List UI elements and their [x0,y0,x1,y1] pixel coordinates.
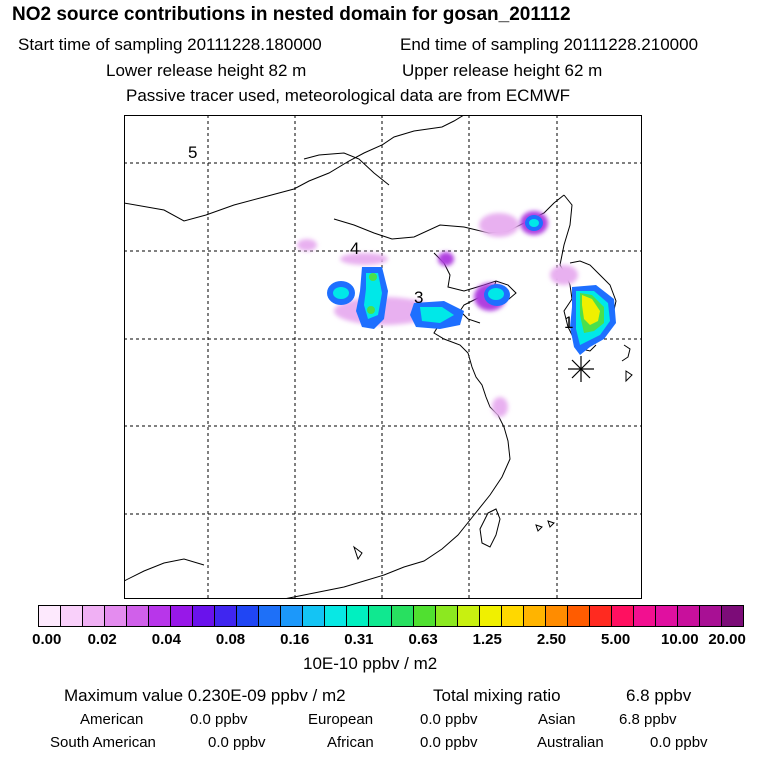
color-scale-cell [391,606,414,626]
color-scale-cell [303,606,326,626]
region-label-5: 5 [188,143,197,162]
color-scale-cell [105,606,128,626]
color-scale-cell [567,606,590,626]
color-scale-cell [193,606,216,626]
color-scale-tick-label: 20.00 [708,631,746,648]
color-scale-cell [127,606,150,626]
color-scale-tick-label: 0.00 [32,631,62,648]
region-australian-value: 0.0 ppbv [650,734,708,751]
color-scale-cell [347,606,370,626]
color-scale-cell [677,606,700,626]
end-time-label: End time of sampling 20111228.210000 [400,35,699,54]
color-scale-cell [435,606,458,626]
map-grid [124,115,642,599]
color-scale-unit: 10E-10 ppbv / m2 [303,654,438,673]
region-european-value: 0.0 ppbv [420,711,478,728]
color-scale-tick-label: 0.16 [280,631,310,648]
region-south-american-value: 0.0 ppbv [208,734,266,751]
region-label-4: 4 [350,239,359,258]
color-scale-cell [83,606,106,626]
color-scale-cell [259,606,282,626]
color-scale-tick-label: 5.00 [601,631,631,648]
color-scale-cell [633,606,656,626]
tracer-note: Passive tracer used, meteorological data… [126,86,571,105]
color-scale-cell [325,606,348,626]
color-scale-cell [479,606,502,626]
plot-title: NO2 source contributions in nested domai… [12,4,571,25]
total-mixing-label: Total mixing ratio [433,686,561,705]
color-scale-cell [237,606,260,626]
region-european-name: European [308,711,374,728]
total-mixing-value: 6.8 ppbv [626,686,692,705]
region-asian-value: 6.8 ppbv [619,711,677,728]
map-panel: 5 4 3 1 [124,115,642,599]
color-scale-cell [721,606,743,626]
color-scale-cell [699,606,722,626]
color-scale-tick-label: 0.08 [215,631,246,648]
region-south-american-name: South American [50,734,156,751]
color-scale-tick-label: 0.63 [408,631,438,648]
color-scale-tick-label: 2.50 [536,631,567,648]
color-scale-tick-label: 1.25 [472,631,502,648]
concentration-plume [297,211,616,417]
region-label-3: 3 [414,288,423,307]
color-scale-cell [611,606,634,626]
lower-release-label: Lower release height 82 m [106,61,307,80]
region-american-name: American [80,711,144,728]
color-scale-cell [545,606,568,626]
color-scale-tick-label: 10.00 [661,631,699,648]
color-scale-cell [149,606,172,626]
color-scale-tick-label: 0.02 [87,631,117,648]
region-african-value: 0.0 ppbv [420,734,478,751]
color-scale-cell [369,606,392,626]
region-label-1: 1 [564,313,573,332]
maximum-value: Maximum value 0.230E-09 ppbv / m2 [64,686,346,705]
start-time-label: Start time of sampling 20111228.180000 [18,35,322,54]
region-australian-name: Australian [537,734,604,751]
color-scale-tick-label: 0.04 [151,631,181,648]
color-scale-bar [38,605,744,627]
color-scale-cell [281,606,304,626]
color-scale-cell [523,606,546,626]
color-scale-tick-label: 0.31 [344,631,374,648]
color-scale-cell [61,606,84,626]
color-scale-cell [171,606,194,626]
color-scale-cell [589,606,612,626]
color-scale-cell [215,606,238,626]
upper-release-label: Upper release height 62 m [402,61,603,80]
color-scale-cell [501,606,524,626]
region-asian-name: Asian [538,711,576,728]
map-frame [124,115,642,599]
source-marker [568,356,594,382]
region-african-name: African [327,734,374,751]
color-scale-cell [655,606,678,626]
color-scale-cell [413,606,436,626]
region-american-value: 0.0 ppbv [190,711,248,728]
color-scale-cell [457,606,480,626]
color-scale-cell [39,606,62,626]
